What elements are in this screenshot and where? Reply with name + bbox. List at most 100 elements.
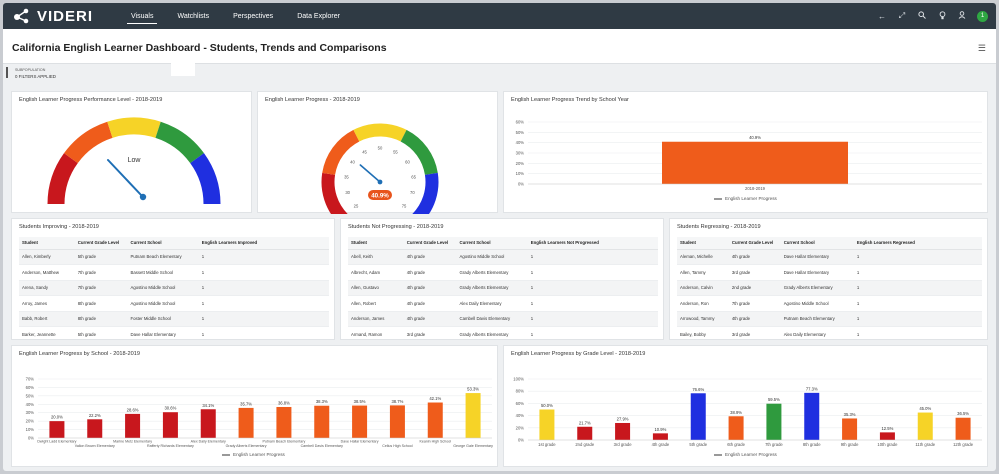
- bar[interactable]: [728, 416, 744, 440]
- table-row[interactable]: Allen, Kimberly 5th grade Putnam Beach Ele…: [19, 249, 329, 265]
- column-header[interactable]: Current Grade Level: [74, 237, 128, 250]
- app-window: VIDERI Visuals Watchlists Perspectives D…: [3, 3, 996, 471]
- bar[interactable]: [49, 421, 65, 438]
- bar[interactable]: [842, 418, 858, 440]
- data-label: 34.1%: [202, 403, 214, 408]
- bar[interactable]: [465, 393, 481, 438]
- card-title: Students Not Progressing - 2018-2019: [348, 224, 444, 230]
- bar[interactable]: [389, 405, 405, 438]
- table-row[interactable]: Arrowood, Tammy 4th grade Putnam Beach Ele…: [677, 311, 982, 327]
- app-logo[interactable]: VIDERI: [13, 8, 93, 25]
- y-tick-label: 20%: [516, 425, 525, 430]
- table-cell: Babb, Robert: [19, 311, 75, 327]
- bar[interactable]: [955, 417, 971, 440]
- bar[interactable]: [804, 392, 820, 440]
- nav-watchlists[interactable]: Watchlists: [177, 12, 210, 20]
- x-tick-label: 10th grade: [877, 442, 898, 447]
- bar[interactable]: [917, 412, 933, 440]
- x-tick-label: Cambell Davis Elementary: [301, 444, 344, 448]
- table-row[interactable]: Albrecht, Adam 4th grade Grady Alberts Ele…: [348, 264, 658, 281]
- data-label: 38.7%: [391, 399, 403, 404]
- table-row[interactable]: Allen, Robert 4th grade Alex Daily Element…: [348, 295, 658, 312]
- table-row[interactable]: Barker, Jeannette 5th grade Dave Hallar El…: [19, 326, 329, 339]
- bar[interactable]: [690, 393, 706, 440]
- column-header[interactable]: Current Grade Level: [728, 237, 781, 250]
- column-header[interactable]: Student: [677, 237, 729, 250]
- table-row[interactable]: Aleman, Michelle 4th grade Dave Hallar Ele…: [677, 249, 982, 265]
- data-label: 50.0%: [541, 403, 553, 408]
- bar[interactable]: [276, 406, 292, 438]
- table-row[interactable]: Babb, Robert 8th grade Foster Middle Schoo…: [19, 311, 329, 327]
- bulb-icon[interactable]: [937, 10, 947, 22]
- x-tick-label: Marine Metz Elementary: [113, 440, 152, 444]
- table-cell: Bailey, Bobby: [677, 326, 729, 339]
- gauge-segment: [400, 129, 438, 176]
- table-cell-spacer: [608, 264, 658, 281]
- column-header[interactable]: Student: [348, 237, 404, 250]
- search-icon[interactable]: [917, 11, 927, 21]
- x-tick-label: 1st grade: [538, 442, 556, 447]
- table-row[interactable]: Anderson, Matthew 7th grade Bassett Middle…: [19, 264, 329, 281]
- bar[interactable]: [766, 403, 782, 440]
- bar[interactable]: [577, 426, 593, 440]
- table-row[interactable]: Armand, Ramon 3rd grade Grady Alberts Elem…: [348, 326, 658, 339]
- bar[interactable]: [200, 409, 216, 438]
- column-header[interactable]: Current School: [456, 237, 528, 250]
- gauge-tick-label: 55: [393, 149, 398, 154]
- table-row[interactable]: Anderson, James 4th grade Cambell Davis El…: [348, 311, 658, 327]
- table-cell: 1: [527, 249, 609, 265]
- table-row[interactable]: Anderson, Calvin 2nd grade Grady Alberts E…: [677, 280, 982, 296]
- bar[interactable]: [162, 412, 178, 438]
- bar[interactable]: [427, 402, 443, 438]
- nav-visuals[interactable]: Visuals: [119, 3, 165, 29]
- bar[interactable]: [652, 433, 668, 440]
- column-header-spacer: [608, 237, 658, 250]
- bar[interactable]: [615, 422, 631, 440]
- user-avatar-badge[interactable]: 1: [977, 10, 988, 22]
- trend-bar-chart: 0% 10% 20% 30% 40% 50% 60% 40.9% 2018-2019: [516, 120, 982, 191]
- bar[interactable]: [662, 141, 848, 184]
- table-cell: Dave Hallar Elementary: [127, 326, 199, 339]
- bar[interactable]: [539, 409, 555, 441]
- table-row[interactable]: Abell, Keith 4th grade Agostino Middle Sch…: [348, 249, 658, 265]
- table-row[interactable]: Bailey, Bobby 3rd grade Alex Daily Element…: [677, 326, 982, 339]
- column-header[interactable]: Student: [19, 237, 75, 250]
- column-header[interactable]: Current School: [780, 237, 854, 250]
- table-cell-spacer: [936, 264, 982, 281]
- expand-icon[interactable]: ⤢: [898, 11, 906, 20]
- table-row[interactable]: Allen, Gustavo 4th grade Grady Alberts Ele…: [348, 280, 658, 296]
- column-header[interactable]: English Learners Improved: [198, 237, 280, 250]
- gauge-tick-label: 60: [405, 160, 410, 165]
- y-tick-label: 30%: [516, 151, 525, 156]
- table-row[interactable]: Arroy, James 8th grade Agostino Middle Sch…: [19, 295, 329, 312]
- bar[interactable]: [238, 407, 254, 438]
- user-icon[interactable]: [957, 11, 967, 21]
- table-row[interactable]: Allen, Tammy 3rd grade Dave Hallar Element…: [677, 264, 982, 281]
- hamburger-menu-icon[interactable]: ☰: [977, 43, 986, 53]
- table-row[interactable]: Arena, Sandy 7th grade Agostino Middle Sch…: [19, 280, 329, 296]
- column-header[interactable]: Current School: [127, 237, 199, 250]
- table-cell: Grady Alberts Elementary: [456, 326, 528, 339]
- table-cell: Allen, Gustavo: [348, 280, 404, 296]
- nav-data-explorer[interactable]: Data Explorer: [297, 12, 340, 20]
- nav-perspectives[interactable]: Perspectives: [233, 12, 274, 20]
- bar[interactable]: [87, 419, 103, 438]
- y-tick-label: 40%: [516, 413, 525, 418]
- column-header[interactable]: English Learners Regressed: [853, 237, 937, 250]
- table-cell-spacer: [936, 280, 982, 296]
- back-arrow-icon[interactable]: ←: [878, 11, 886, 21]
- gauge-segment: [321, 172, 348, 214]
- column-header[interactable]: English Learners Not Progressed: [527, 237, 609, 250]
- gauge-needle-hub: [139, 193, 147, 201]
- bar[interactable]: [352, 405, 368, 438]
- filter-bar[interactable]: SUBPOPULATION 0 FILTERS APPLIED: [3, 59, 996, 86]
- bar[interactable]: [125, 413, 141, 438]
- bar[interactable]: [879, 432, 895, 440]
- bar[interactable]: [314, 405, 330, 438]
- column-header[interactable]: Current Grade Level: [403, 237, 457, 250]
- data-label: 40.9%: [749, 135, 761, 140]
- x-tick-label: Rafferty Richards Elementary: [147, 444, 194, 448]
- table-row[interactable]: Anderson, Ron 7th grade Agostino Middle Sc…: [677, 295, 982, 312]
- gauge-tick-label: 65: [411, 174, 416, 179]
- y-tick-label: 100%: [513, 377, 524, 382]
